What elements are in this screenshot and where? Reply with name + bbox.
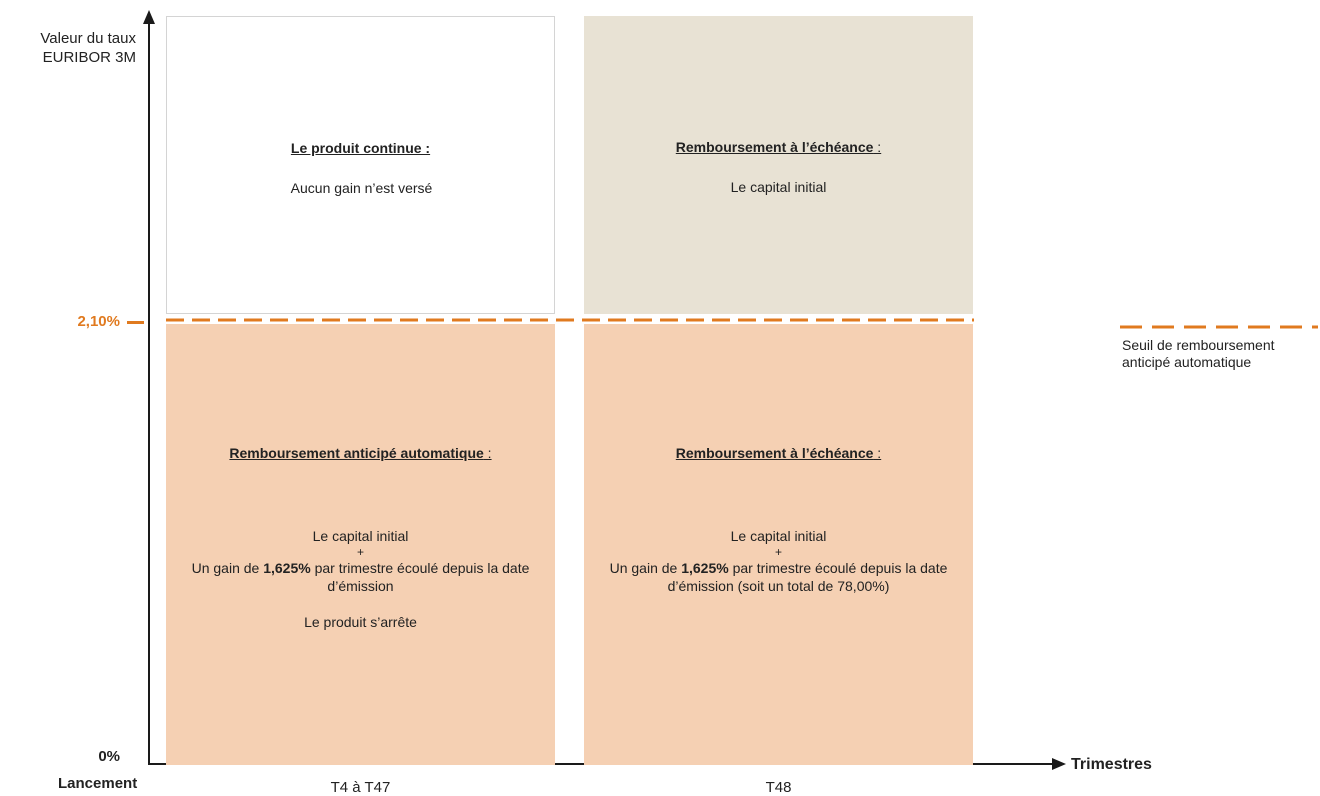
capital-line: Le capital initial (176, 527, 545, 545)
gain-suffix: par trimestre écoulé depuis la date d’ém… (311, 560, 530, 594)
stop-line: Le produit s’arrête (176, 613, 545, 631)
box-title: Le produit continue : (167, 139, 554, 157)
box-title-text: Remboursement anticipé automatique (229, 445, 483, 461)
box-title-colon: : (873, 139, 881, 155)
y-axis-label: Valeur du taux EURIBOR 3M (0, 29, 136, 67)
box-title: Remboursement anticipé automatique : (166, 444, 555, 462)
box-title-colon: : (484, 445, 492, 461)
y-axis-line (148, 22, 150, 765)
box-maturity-capital: Remboursement à l’échéance : Le capital … (584, 16, 973, 314)
column-label-t48: T48 (584, 779, 973, 796)
x-axis-arrow-icon (1052, 758, 1066, 770)
box-early-redemption: Remboursement anticipé automatique : Le … (166, 324, 555, 765)
gain-prefix: Un gain de (192, 560, 264, 576)
box-maturity-gain: Remboursement à l’échéance : Le capital … (584, 324, 973, 765)
box-body: Aucun gain n’est versé (177, 179, 546, 197)
gain-line: Un gain de 1,625% par trimestre écoulé d… (176, 559, 545, 595)
box-body: Le capital initial (594, 178, 963, 196)
column-label-t4-t47: T4 à T47 (166, 779, 555, 796)
box-product-continues: Le produit continue : Aucun gain n’est v… (166, 16, 555, 314)
box-body: Le capital initial + Un gain de 1,625% p… (594, 527, 963, 595)
legend-dash-sample (1120, 320, 1320, 334)
tick-label-threshold: 2,10% (60, 313, 120, 330)
gain-value: 1,625% (263, 560, 310, 576)
plus-sign: + (176, 545, 545, 559)
legend-label: Seuil de remboursement anticipé automati… (1122, 337, 1320, 371)
box-title: Remboursement à l’échéance : (584, 444, 973, 462)
x-axis-title: Trimestres (1071, 756, 1152, 774)
spacer (176, 595, 545, 613)
y-axis-label-line2: EURIBOR 3M (0, 48, 136, 67)
tick-mark-threshold (127, 321, 144, 324)
gain-prefix: Un gain de (610, 560, 682, 576)
gain-line: Un gain de 1,625% par trimestre écoulé d… (594, 559, 963, 595)
y-axis-label-line1: Valeur du taux (0, 29, 136, 48)
box-body: Le capital initial + Un gain de 1,625% p… (176, 527, 545, 631)
capital-line: Le capital initial (594, 527, 963, 545)
y-axis-arrow-icon (143, 10, 155, 24)
gain-value: 1,625% (681, 560, 728, 576)
box-title-colon: : (873, 445, 881, 461)
tick-label-zero: 0% (60, 748, 120, 765)
plus-sign: + (594, 545, 963, 559)
box-title: Remboursement à l’échéance : (584, 138, 973, 156)
box-title-text: Remboursement à l’échéance (676, 139, 874, 155)
box-title-text: Remboursement à l’échéance (676, 445, 874, 461)
origin-label: Lancement (58, 775, 137, 792)
threshold-line (150, 314, 980, 326)
